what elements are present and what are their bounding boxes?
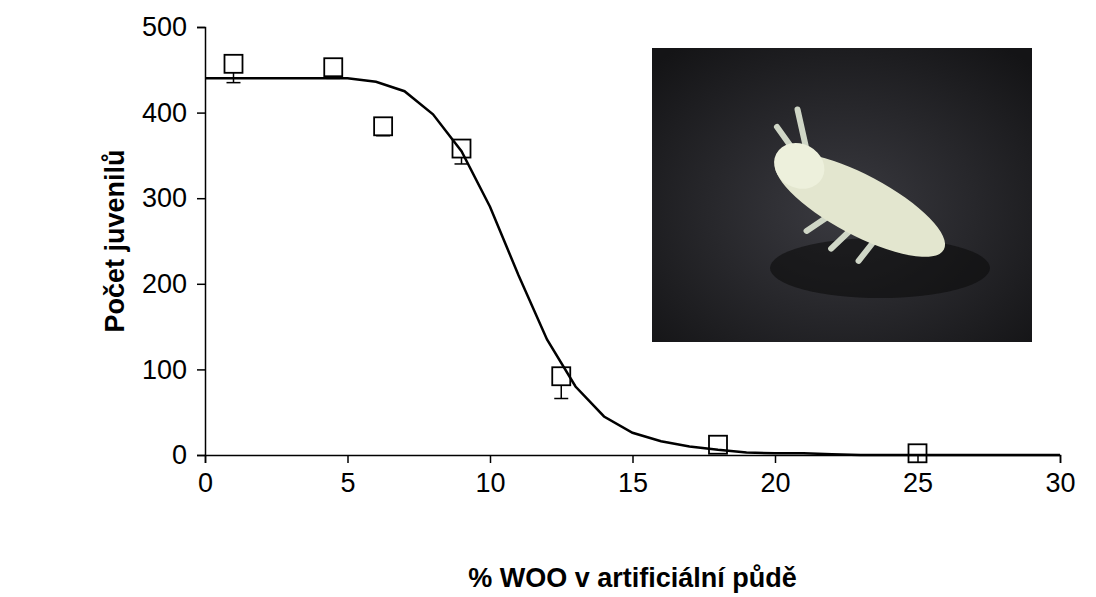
x-tick-label: 10	[475, 468, 505, 498]
x-tick: 20	[760, 455, 790, 498]
photo-inset	[652, 48, 1032, 342]
error-bar-cap	[227, 82, 241, 84]
x-tick-mark	[775, 455, 777, 463]
x-tick-label: 20	[760, 468, 790, 498]
x-tick-label: 0	[198, 468, 213, 498]
y-tick-label: 500	[142, 12, 187, 42]
x-tick-label: 25	[903, 468, 933, 498]
photo-body	[762, 134, 958, 276]
y-tick-label: 300	[142, 183, 187, 213]
error-bar-cap	[554, 398, 568, 400]
fit-line	[205, 78, 1060, 455]
y-tick-mark	[197, 27, 205, 29]
x-tick: 30	[1045, 455, 1075, 498]
y-tick-mark	[197, 455, 205, 457]
x-tick-label: 30	[1045, 468, 1075, 498]
y-tick-mark	[197, 284, 205, 286]
y-axis-line	[197, 28, 206, 456]
y-tick: 100	[142, 355, 205, 385]
x-tick: 15	[618, 455, 648, 498]
photo-springtail	[738, 105, 969, 296]
x-tick-label: 5	[340, 468, 355, 498]
y-tick: 500	[142, 12, 205, 42]
y-tick-label: 0	[172, 440, 187, 470]
y-tick-label: 100	[142, 355, 187, 385]
x-tick: 10	[475, 455, 505, 498]
data-point	[324, 58, 342, 76]
x-axis-line	[206, 456, 1061, 464]
x-tick-mark	[347, 455, 349, 463]
y-tick-label: 200	[142, 269, 187, 299]
x-tick: 5	[340, 455, 355, 498]
photo-background	[652, 48, 1032, 342]
y-tick: 400	[142, 98, 205, 128]
x-axis: 0 5 10 15 20 25 30	[198, 455, 1076, 498]
x-axis-title: % WOO v artificiální půdě	[468, 563, 797, 593]
y-tick-label: 400	[142, 98, 187, 128]
y-tick: 300	[142, 183, 205, 213]
y-tick-mark	[197, 112, 205, 114]
plot-area	[205, 55, 1060, 462]
x-tick-mark	[490, 455, 492, 463]
data-point	[225, 55, 243, 73]
x-tick-mark	[632, 455, 634, 463]
y-axis: 0 100 200 300 400 500	[142, 12, 206, 470]
data-point	[909, 444, 927, 462]
x-tick: 0	[198, 455, 213, 498]
y-tick-mark	[197, 369, 205, 371]
data-point	[374, 117, 392, 135]
y-tick-mark	[197, 198, 205, 200]
chart: 0510152025300100200300400500% WOO v arti…	[0, 0, 1096, 597]
y-axis-title: Počet juvenilů	[100, 149, 130, 332]
y-tick: 200	[142, 269, 205, 299]
x-tick-mark	[917, 455, 919, 463]
photo-shadow	[770, 238, 990, 298]
x-tick: 25	[903, 455, 933, 498]
photo-head	[766, 134, 833, 197]
x-tick-label: 15	[618, 468, 648, 498]
y-tick: 0	[172, 440, 205, 470]
error-bar-cap	[455, 163, 469, 165]
x-tick-mark	[1060, 455, 1062, 463]
data-point	[552, 367, 570, 385]
